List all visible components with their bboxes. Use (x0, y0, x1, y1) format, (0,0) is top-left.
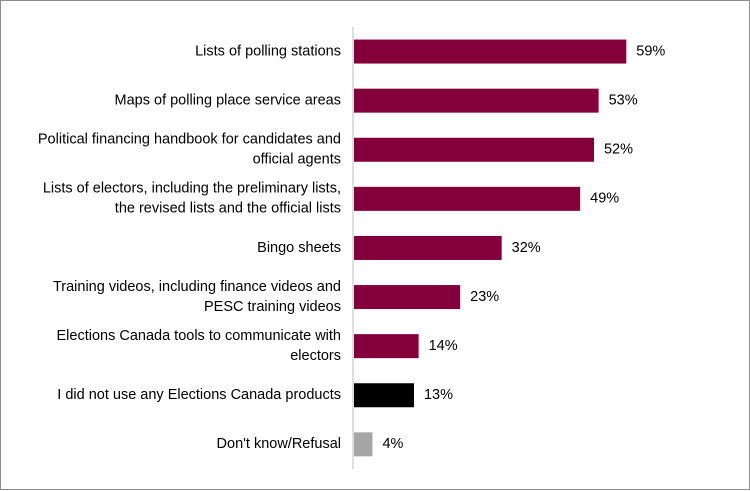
bar (354, 88, 599, 113)
category-label-line: the revised lists and the official lists (115, 201, 341, 217)
category-label-line: official agents (253, 152, 341, 168)
bar (354, 235, 502, 260)
data-label: 59% (636, 43, 665, 59)
bar (354, 39, 627, 64)
category-label-line: electors (290, 348, 341, 364)
category-label-line: Political financing handbook for candida… (38, 132, 341, 148)
category-label: Training videos, including finance video… (53, 279, 341, 315)
category-label: Elections Canada tools to communicate wi… (56, 328, 341, 364)
bar (354, 334, 419, 359)
category-label-line: Lists of electors, including the prelimi… (43, 181, 341, 197)
category-label-line: Lists of polling stations (195, 43, 341, 59)
category-label: Lists of polling stations (195, 43, 341, 59)
data-label: 4% (382, 436, 403, 452)
data-label: 52% (604, 142, 633, 158)
bar (354, 186, 581, 211)
data-label: 13% (424, 387, 453, 403)
bar (354, 432, 373, 457)
data-label: 14% (429, 338, 458, 354)
category-label: Lists of electors, including the prelimi… (43, 181, 341, 217)
category-label: Bingo sheets (257, 240, 341, 256)
bar (354, 137, 594, 162)
category-label-line: PESC training videos (204, 299, 341, 315)
category-label-line: Elections Canada tools to communicate wi… (56, 328, 341, 344)
category-label-line: Training videos, including finance video… (53, 279, 341, 295)
data-label: 32% (512, 240, 541, 256)
bar (354, 285, 461, 310)
data-label: 23% (470, 289, 499, 305)
category-label: Political financing handbook for candida… (38, 132, 341, 168)
category-label-line: Bingo sheets (257, 240, 341, 256)
category-label: Maps of polling place service areas (115, 92, 341, 108)
category-label-line: I did not use any Elections Canada produ… (57, 387, 341, 403)
value-labels-group: 59% 53% 52% 49% 32% 23% 14% 13% 4% (382, 43, 665, 452)
category-labels-group: Lists of polling stations Maps of polling… (38, 43, 341, 452)
category-label: Don't know/Refusal (217, 436, 341, 452)
category-label-line: Don't know/Refusal (217, 436, 341, 452)
category-label-line: Maps of polling place service areas (115, 92, 341, 108)
data-label: 49% (590, 191, 619, 207)
category-label: I did not use any Elections Canada produ… (57, 387, 341, 403)
bar (354, 383, 414, 408)
data-label: 53% (609, 92, 638, 108)
bars-group (354, 39, 627, 457)
